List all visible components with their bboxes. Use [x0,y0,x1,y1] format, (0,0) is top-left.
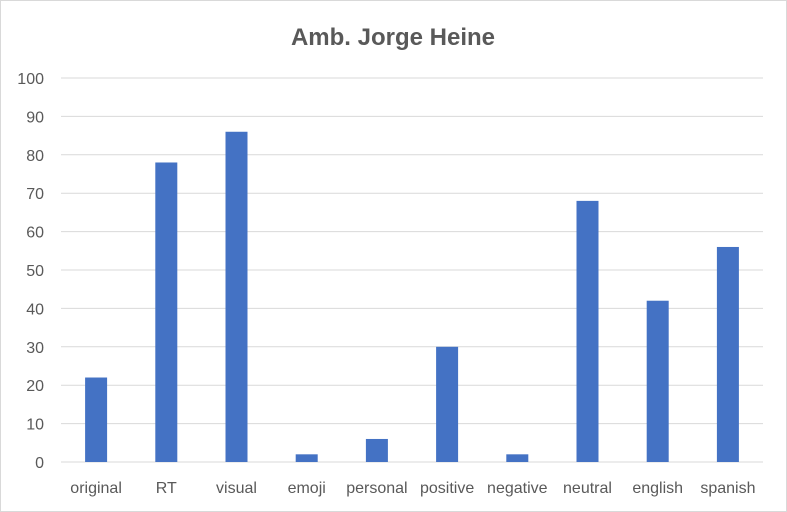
y-tick-label: 70 [26,186,44,203]
y-tick-label: 0 [35,455,44,472]
x-tick-label: neutral [563,480,612,497]
y-tick-label: 20 [26,378,44,395]
x-tick-label: negative [487,480,548,497]
x-tick-label: english [632,480,683,497]
chart-title: Amb. Jorge Heine [291,24,495,51]
bar-emoji [295,454,318,462]
bar-visual [225,131,248,462]
x-tick-label: spanish [700,480,755,497]
bars [85,131,739,463]
bar-spanish [716,246,739,462]
x-tick-label: RT [156,480,177,497]
x-tick-label: original [70,480,122,497]
bar-personal [365,438,388,462]
bar-RT [155,162,178,463]
bar-neutral [576,200,599,462]
y-tick-label: 80 [26,148,44,165]
bar-english [646,300,669,462]
x-tick-label: positive [420,480,474,497]
bar-negative [506,454,529,462]
gridlines [61,77,763,463]
y-tick-label: 30 [26,340,44,357]
y-tick-label: 50 [26,263,44,280]
x-tick-label: visual [216,480,257,497]
y-tick-label: 100 [17,71,44,88]
bar-positive [436,346,459,462]
y-tick-label: 90 [26,109,44,126]
x-tick-label: emoji [288,480,326,497]
y-tick-label: 10 [26,417,44,434]
bar-original [85,377,108,462]
y-tick-label: 40 [26,301,44,318]
y-axis-tick-labels: 0 10 20 30 40 50 60 70 80 90 100 [17,71,44,472]
x-tick-label: personal [346,480,407,497]
y-tick-label: 60 [26,225,44,242]
x-axis-tick-labels: original RT visual emoji personal positive neg… [70,480,755,497]
